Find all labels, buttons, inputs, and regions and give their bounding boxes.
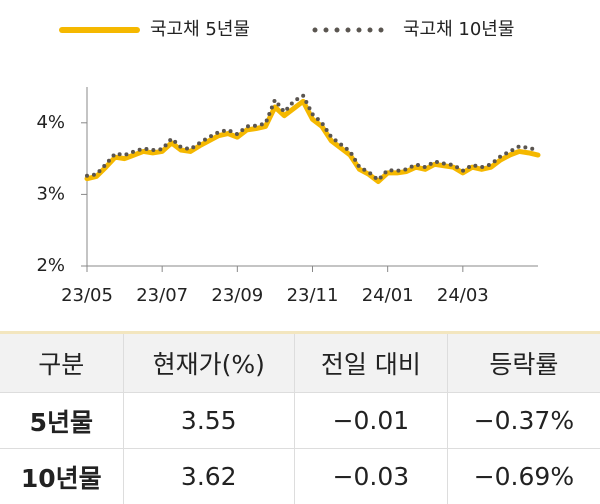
y-tick-label: 4% [36, 112, 65, 133]
cell: 3.62 [122, 448, 295, 504]
x-tick-label: 23/05 [61, 285, 113, 306]
table-row: 5년물 3.55 −0.01 −0.37% [0, 392, 600, 449]
chart: 2% 3% 4% 23/05 23/07 23/09 23/11 24/01 24/03 국고채 … [36, 19, 541, 306]
quote-table: 구분 현재가(%) 전일 대비 등락률 5년물 3.55 −0.01 −0.37… [0, 331, 600, 504]
cell: −0.69% [446, 448, 600, 504]
y-tick-label: 2% [36, 255, 65, 276]
row-label: 10년물 [0, 448, 124, 504]
cell: −0.01 [293, 392, 448, 449]
row-label: 5년물 [0, 392, 124, 449]
cell: −0.37% [446, 392, 600, 449]
header-row: 구분 현재가(%) 전일 대비 등락률 [0, 332, 600, 393]
series-line [84, 98, 541, 185]
header-cell: 등락률 [446, 332, 600, 393]
x-tick-label: 24/01 [362, 285, 414, 306]
legend-label: 국고채 10년물 [403, 19, 514, 40]
header-cell: 현재가(%) [122, 332, 295, 393]
header-cell: 구분 [0, 332, 124, 393]
x-tick-label: 24/03 [437, 285, 489, 306]
table-row: 10년물 3.62 −0.03 −0.69% [0, 448, 600, 504]
x-tick-label: 23/11 [287, 285, 339, 306]
legend-label: 국고채 5년물 [150, 19, 250, 40]
header-cell: 전일 대비 [293, 332, 448, 393]
cell: −0.03 [293, 448, 448, 504]
series-line [85, 93, 540, 183]
x-tick-label: 23/09 [211, 285, 263, 306]
x-tick-label: 23/07 [136, 285, 188, 306]
cell: 3.55 [122, 392, 295, 449]
y-tick-label: 3% [36, 183, 65, 204]
